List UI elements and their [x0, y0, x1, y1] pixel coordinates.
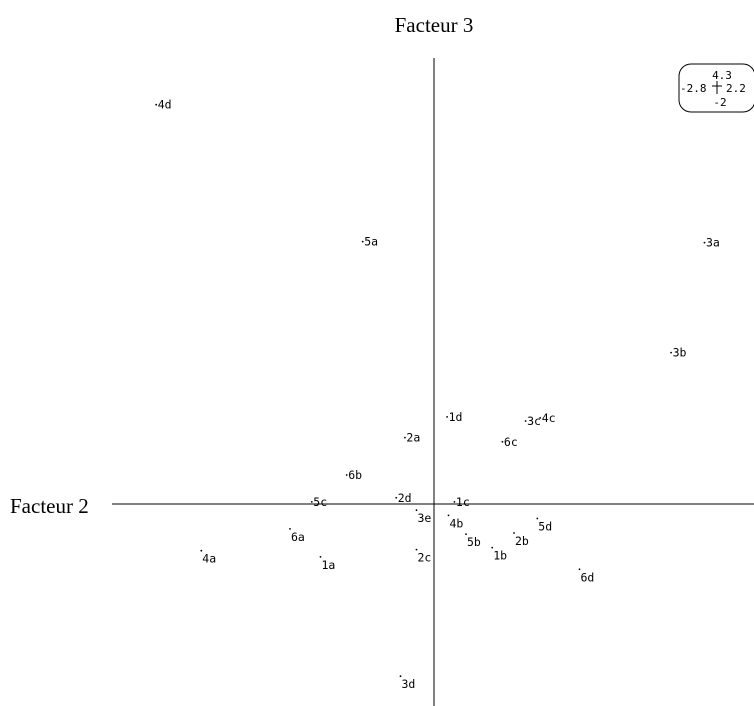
data-point-2b: 2b	[513, 532, 529, 548]
point-label: 3e	[418, 511, 432, 525]
point-marker	[501, 440, 504, 443]
point-marker	[578, 568, 581, 571]
point-marker	[415, 548, 418, 551]
point-label: 6c	[504, 435, 518, 449]
data-point-4b: 4b	[447, 514, 464, 530]
point-marker	[446, 416, 448, 418]
point-label: 2d	[398, 491, 412, 505]
data-point-6a: 6a	[289, 528, 305, 544]
scale-top-value: 4.3	[712, 69, 732, 82]
point-label: 6b	[348, 468, 362, 482]
data-point-3d: 3d	[399, 675, 416, 691]
point-marker	[453, 501, 456, 503]
data-point-6b: 6b	[345, 468, 362, 482]
point-label: 5a	[364, 235, 378, 249]
data-point-3a: 3a	[703, 236, 720, 250]
point-label: 1b	[493, 549, 507, 563]
point-marker	[395, 496, 398, 499]
data-point-4c: 4c	[539, 411, 556, 425]
point-marker	[447, 514, 450, 517]
data-point-1d: 1d	[446, 410, 462, 424]
point-label: 4a	[202, 552, 216, 566]
data-point-5d: 5d	[536, 517, 552, 534]
data-point-1b: 1b	[491, 546, 507, 563]
point-label: 5b	[467, 535, 481, 549]
point-marker	[513, 532, 515, 534]
scale-left-value: -2.8	[680, 82, 707, 95]
point-label: 1a	[322, 558, 336, 572]
data-points: 4d 5a 3a 3b 1d 3c 4c 2a 6c 6b 5c 2d 1c 3e 4b 5d 6a 5b 2b 4a…	[155, 98, 720, 691]
scale-bottom-value: -2	[713, 96, 726, 109]
data-point-5b: 5b	[465, 533, 481, 549]
point-label: 1d	[449, 410, 463, 424]
point-marker	[404, 436, 406, 439]
point-marker	[703, 241, 706, 244]
point-label: 3d	[402, 677, 416, 691]
point-marker	[361, 240, 364, 243]
axes	[110, 58, 754, 706]
data-point-2c: 2c	[415, 548, 432, 565]
point-marker	[289, 528, 291, 530]
data-point-3e: 3e	[415, 509, 432, 525]
data-point-3b: 3b	[670, 346, 687, 360]
data-point-2d: 2d	[395, 491, 412, 505]
point-marker	[155, 103, 158, 106]
point-marker	[310, 501, 313, 503]
point-label: 2b	[515, 534, 529, 548]
point-label: 1c	[456, 495, 470, 509]
data-point-2a: 2a	[404, 431, 420, 445]
point-label: 4d	[158, 98, 172, 112]
point-label: 5c	[313, 495, 327, 509]
point-label: 6d	[581, 570, 595, 584]
point-label: 2a	[406, 431, 420, 445]
point-marker	[345, 474, 348, 476]
data-point-6c: 6c	[501, 435, 518, 449]
point-label: 3a	[706, 236, 720, 250]
point-marker	[524, 420, 527, 422]
data-point-4a: 4a	[200, 549, 216, 566]
data-point-4d: 4d	[155, 98, 172, 112]
point-label: 6a	[291, 530, 305, 544]
point-marker	[539, 417, 542, 419]
point-marker	[200, 549, 203, 552]
data-point-6d: 6d	[578, 568, 595, 584]
point-label: 2c	[418, 551, 432, 565]
point-marker	[319, 556, 322, 558]
point-label: 5d	[538, 520, 552, 534]
scale-right-value: 2.2	[726, 82, 746, 95]
point-marker	[670, 351, 672, 354]
point-marker	[536, 517, 539, 520]
point-label: 4b	[450, 516, 464, 530]
x-axis-title-background	[8, 493, 112, 519]
point-marker	[415, 509, 418, 512]
data-point-5c: 5c	[310, 495, 327, 509]
point-label: 4c	[542, 411, 556, 425]
y-axis-title: Facteur 3	[395, 13, 474, 37]
x-axis-title-group: Facteur 2	[8, 493, 112, 519]
data-point-1c: 1c	[453, 495, 470, 509]
point-marker	[491, 546, 494, 549]
x-axis-title: Facteur 2	[10, 494, 89, 518]
data-point-5a: 5a	[361, 235, 378, 249]
data-point-1a: 1a	[319, 556, 336, 572]
point-marker	[399, 675, 402, 678]
data-point-3c: 3c	[524, 414, 541, 428]
scale-legend-box: 4.3 -2.8 2.2 -2	[678, 63, 754, 113]
point-label: 3b	[673, 346, 687, 360]
point-marker	[465, 533, 467, 535]
point-label: 3c	[527, 414, 541, 428]
